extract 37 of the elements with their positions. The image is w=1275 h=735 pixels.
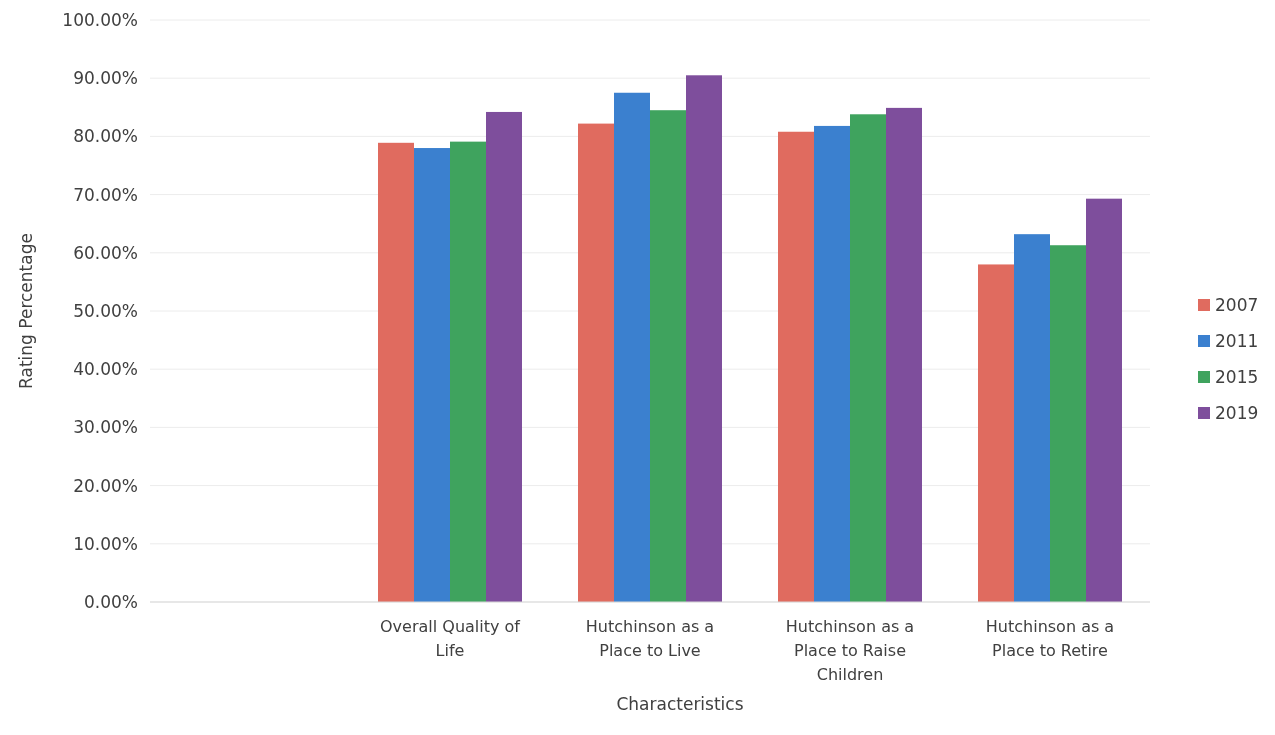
x-tick-label: Hutchinson as a Place to Retire xyxy=(985,617,1115,660)
legend-label: 2019 xyxy=(1215,402,1259,423)
legend-label: 2015 xyxy=(1215,366,1259,387)
y-tick-label: 10.00% xyxy=(73,533,138,554)
legend-label: 2011 xyxy=(1215,330,1259,351)
bar xyxy=(486,111,522,602)
bar xyxy=(814,125,850,602)
bar xyxy=(1050,245,1086,602)
bar xyxy=(378,142,414,602)
y-tick-label: 0.00% xyxy=(83,591,138,612)
bar xyxy=(1086,198,1122,602)
x-axis-title: Characteristics xyxy=(616,694,744,714)
bar xyxy=(978,264,1014,602)
bar xyxy=(778,131,814,602)
y-tick-label: 60.00% xyxy=(73,242,138,263)
bar xyxy=(414,148,450,602)
y-tick-label: 30.00% xyxy=(73,417,138,438)
bar xyxy=(614,92,650,602)
x-tick-label: Hutchinson as a Place to Raise Children xyxy=(785,617,915,684)
bar xyxy=(450,141,486,602)
bar xyxy=(850,114,886,602)
legend-label: 2007 xyxy=(1215,294,1259,315)
x-tick-label: Hutchinson as a Place to Live xyxy=(585,617,715,660)
bar xyxy=(686,75,722,602)
y-tick-label: 100.00% xyxy=(62,9,138,30)
y-tick-label: 70.00% xyxy=(73,184,138,205)
y-tick-label: 40.00% xyxy=(73,359,138,380)
bar xyxy=(578,123,614,602)
bar xyxy=(1014,234,1050,602)
bar xyxy=(886,107,922,602)
y-tick-label: 50.00% xyxy=(73,300,138,321)
y-tick-label: 20.00% xyxy=(73,475,138,496)
x-tick-label: Overall Quality of Life xyxy=(380,617,521,660)
y-axis-title: Rating Percentage xyxy=(16,233,36,389)
y-tick-label: 90.00% xyxy=(73,68,138,89)
bar xyxy=(650,110,686,602)
y-tick-label: 80.00% xyxy=(73,126,138,147)
